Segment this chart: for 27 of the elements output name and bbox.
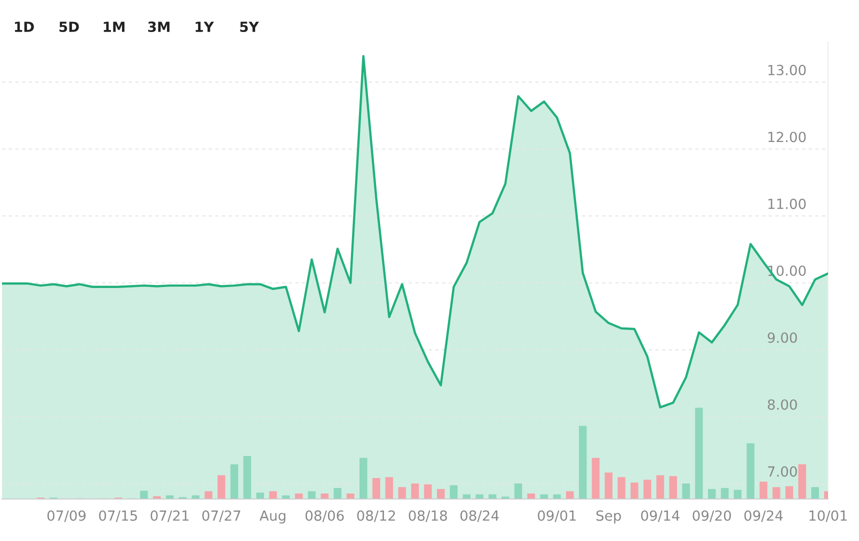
text: 5Y [240, 22, 259, 32]
text: 1M [104, 22, 124, 32]
x-tick-label: 08/12 [357, 510, 395, 522]
x-tick-label: 09/20 [692, 510, 731, 522]
y-tick-label: 8.00 [768, 399, 797, 410]
x-tick-label: 09/14 [641, 510, 680, 522]
x-tick-label: Sep [596, 510, 621, 524]
x-tick-label: 10/01 [810, 510, 847, 522]
x-tick-label: 07/15 [99, 510, 137, 522]
x-tick-label: 09/01 [538, 510, 576, 522]
text: 3M [148, 22, 170, 32]
x-tick-label: 07/09 [47, 510, 86, 522]
y-tick-label: 9.00 [768, 332, 797, 343]
x-tick-label: 08/06 [306, 510, 344, 522]
y-tick-label: 12.00 [768, 132, 806, 142]
x-tick-label: 08/24 [460, 510, 499, 522]
y-tick-label: 11.00 [768, 198, 806, 210]
x-tick-label: 09/24 [744, 510, 783, 522]
x-tick-label: Aug [260, 510, 286, 524]
y-tick-label: 7.00 [768, 466, 797, 477]
x-tick-label: 07/27 [202, 510, 240, 522]
text: 5D [59, 22, 79, 32]
y-tick-label: 13.00 [768, 64, 806, 76]
text: 1D [14, 22, 34, 32]
x-tick-label: 08/18 [408, 510, 447, 522]
text: 1Y [196, 22, 214, 32]
x-tick-label: 07/21 [150, 510, 189, 522]
